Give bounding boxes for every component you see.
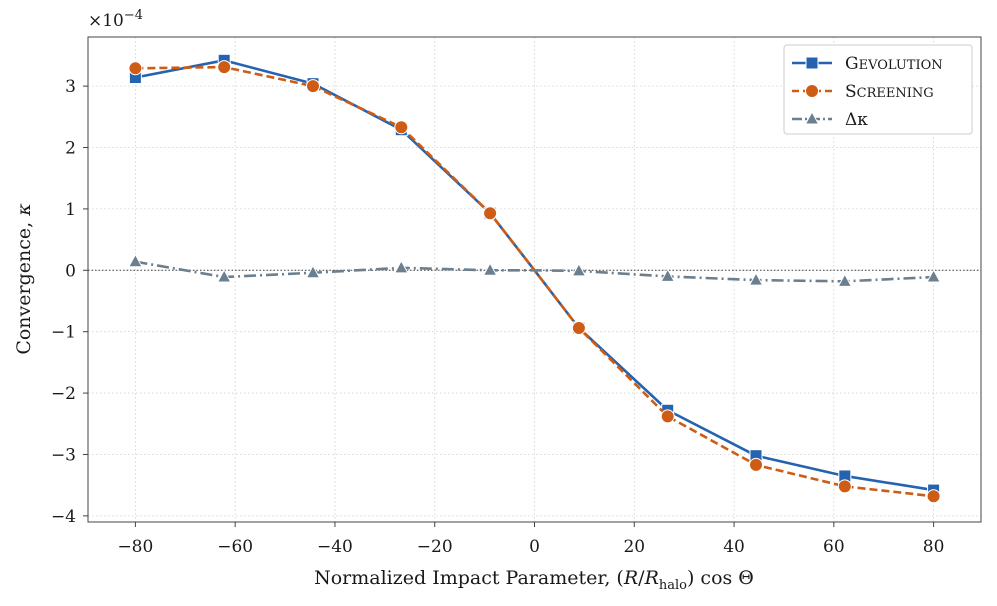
data-point bbox=[305, 79, 320, 94]
x-tick-label: −80 bbox=[117, 537, 153, 557]
data-point bbox=[305, 264, 321, 279]
y-tick-label: 2 bbox=[65, 139, 76, 159]
series-3 bbox=[128, 253, 941, 287]
series-line bbox=[135, 260, 934, 283]
x-tick-label: 0 bbox=[529, 537, 540, 557]
legend-marker bbox=[805, 56, 819, 70]
data-point bbox=[128, 253, 143, 268]
legend-label: GEVOLUTION bbox=[845, 54, 943, 74]
x-tick-label: −40 bbox=[317, 537, 353, 557]
x-tick-label: 20 bbox=[623, 537, 645, 557]
data-point bbox=[394, 120, 409, 135]
x-tick-label: −60 bbox=[217, 537, 253, 557]
x-axis-label: Normalized Impact Parameter, (R/Rhalo) c… bbox=[314, 567, 754, 593]
data-point bbox=[482, 262, 498, 276]
y-tick-label: −2 bbox=[51, 384, 76, 404]
legend-label: SCREENING bbox=[845, 82, 934, 102]
x-tick-label: 80 bbox=[923, 537, 945, 557]
data-point bbox=[837, 479, 852, 494]
data-point bbox=[660, 268, 676, 282]
series-layer bbox=[128, 53, 941, 504]
y-tick-label: −3 bbox=[51, 445, 76, 465]
data-point bbox=[216, 268, 232, 283]
y-tick-label: 1 bbox=[65, 200, 76, 220]
x-tick-label: −20 bbox=[417, 537, 453, 557]
y-tick-label: −4 bbox=[51, 507, 76, 527]
data-point bbox=[217, 60, 232, 75]
data-point bbox=[748, 272, 764, 286]
data-point bbox=[571, 262, 587, 277]
y-tick-label: 0 bbox=[65, 261, 76, 281]
y-tick-label: −1 bbox=[51, 323, 76, 343]
legend-marker bbox=[804, 110, 820, 125]
data-point bbox=[483, 206, 498, 221]
x-tick-label: 40 bbox=[723, 537, 745, 557]
data-point bbox=[926, 268, 941, 283]
data-point bbox=[393, 259, 409, 274]
data-point bbox=[660, 409, 675, 424]
legend-marker bbox=[805, 84, 819, 98]
axis-ticks: −80 −60 −40 −20 0 20 40 60 80 −4 −3 −2 −1 0 1 2 3 bbox=[51, 77, 944, 557]
data-point bbox=[837, 273, 853, 287]
legend-label: Δκ bbox=[845, 110, 868, 130]
data-point bbox=[571, 321, 586, 335]
y-tick-label: 3 bbox=[65, 77, 76, 97]
x-tick-label: 60 bbox=[823, 537, 845, 557]
data-point bbox=[128, 61, 143, 76]
legend: GEVOLUTION SCREENING Δκ bbox=[783, 44, 973, 135]
y-axis-label: Convergence, κ bbox=[13, 203, 35, 355]
y-scale-label: ×10−4 bbox=[88, 8, 143, 31]
legend-box bbox=[783, 44, 973, 135]
data-point bbox=[926, 489, 941, 504]
data-point bbox=[749, 457, 764, 472]
